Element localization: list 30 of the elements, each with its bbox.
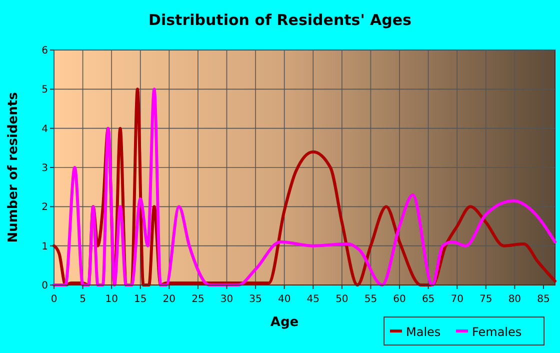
x-tick-label: 75 (480, 294, 492, 305)
y-tick-label: 3 (42, 163, 48, 174)
x-axis-title: Age (270, 315, 299, 330)
x-tick-label: 55 (364, 294, 378, 305)
x-tick-label: 65 (422, 294, 435, 305)
y-tick-label: 4 (42, 124, 48, 135)
x-tick-label: 0 (50, 294, 58, 305)
x-tick-label: 40 (278, 294, 291, 305)
y-axis-title: Number of residents (6, 92, 21, 243)
x-tick-label: 60 (393, 294, 406, 305)
x-tick-label: 15 (134, 294, 147, 305)
y-tick-label: 2 (42, 202, 48, 214)
x-tick-label: 70 (450, 294, 464, 305)
legend-label: Males (406, 325, 441, 339)
x-tick-label: 30 (220, 294, 234, 305)
y-tick-label: 0 (42, 280, 48, 292)
x-tick-label: 25 (192, 294, 204, 305)
x-tick-label: 45 (306, 294, 320, 305)
legend-label: Females (472, 325, 522, 339)
x-tick-label: 85 (537, 294, 550, 305)
y-tick-label: 5 (42, 84, 48, 96)
x-tick-label: 10 (105, 294, 118, 305)
x-tick-label: 5 (80, 294, 86, 305)
x-tick-label: 50 (336, 294, 348, 305)
x-tick-label: 35 (249, 294, 262, 305)
chart-title: Distribution of Residents' Ages (148, 11, 412, 29)
y-tick-label: 1 (42, 241, 48, 252)
x-tick-label: 80 (508, 294, 522, 305)
y-tick-label: 6 (42, 46, 48, 56)
x-tick-label: 20 (162, 294, 176, 305)
